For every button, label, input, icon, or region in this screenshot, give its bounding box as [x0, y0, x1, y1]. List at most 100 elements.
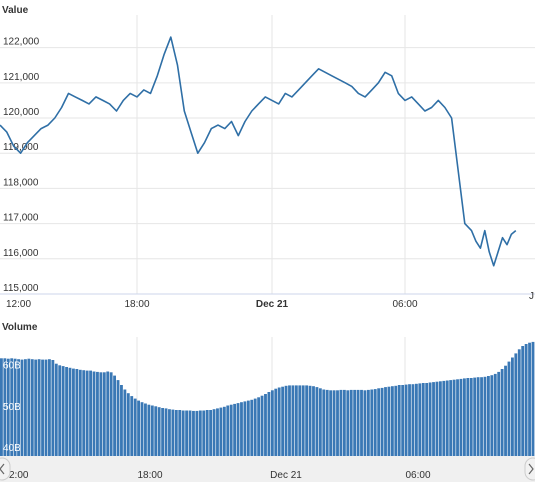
volume-bar [336, 390, 339, 456]
volume-x-tick-label: 06:00 [405, 470, 430, 481]
volume-bar [178, 410, 182, 456]
volume-bar [17, 359, 20, 456]
volume-bar [469, 378, 473, 456]
volume-bar [514, 353, 518, 456]
volume-bar [106, 371, 110, 456]
volume-bar [459, 378, 463, 456]
volume-bar [308, 385, 312, 456]
value-y-tick-label: 116,000 [3, 248, 39, 259]
volume-bar [147, 404, 151, 456]
value-x-edge-label: J [529, 291, 534, 302]
value-y-tick-label: 119,000 [3, 142, 39, 153]
value-gridlines [0, 47, 535, 295]
volume-bar [109, 372, 113, 456]
volume-bar [531, 341, 535, 456]
volume-bar [425, 383, 429, 456]
volume-bar [315, 387, 319, 456]
volume-y-tick-label: 40B [3, 443, 21, 454]
value-x-tick-label: 12:00 [6, 299, 31, 310]
volume-bar [233, 403, 237, 456]
volume-bar [349, 389, 353, 456]
volume-bar [473, 377, 477, 456]
volume-bar [267, 392, 271, 456]
navigator-track[interactable] [0, 456, 535, 482]
volume-bar [274, 388, 278, 456]
volume-bar [428, 382, 432, 456]
volume-bar [528, 342, 531, 456]
volume-chart-title: Volume [2, 322, 38, 333]
volume-bar [432, 382, 435, 456]
volume-bar [301, 385, 305, 456]
volume-bar [298, 385, 302, 456]
volume-bar [72, 368, 75, 456]
volume-bar [466, 378, 470, 456]
volume-bar [85, 370, 89, 456]
value-y-tick-label: 121,000 [3, 72, 40, 83]
volume-bar [462, 378, 466, 456]
volume-bar [102, 372, 106, 456]
volume-bar [195, 410, 199, 456]
navigator-left-handle[interactable] [0, 457, 11, 481]
volume-bar [517, 349, 521, 456]
volume-bar [452, 379, 456, 456]
volume-bar [13, 358, 17, 456]
volume-bar [116, 380, 120, 456]
value-y-tick-label: 115,000 [3, 283, 39, 294]
value-y-tick-label: 118,000 [3, 177, 39, 188]
volume-bar [342, 389, 346, 456]
volume-bar [408, 384, 411, 456]
value-x-tick-label: Dec 21 [256, 299, 289, 310]
volume-bar [92, 371, 96, 456]
volume-bar [490, 375, 494, 456]
value-y-tick-label: 120,000 [3, 107, 40, 118]
value-x-axis-ticks: 12:00 18:00 Dec 21 06:00 [6, 299, 418, 310]
volume-bar [411, 384, 415, 456]
volume-bar [219, 407, 223, 456]
volume-bar [198, 410, 202, 456]
volume-bar [363, 390, 367, 456]
volume-bar [476, 377, 480, 456]
volume-bar [394, 385, 398, 456]
volume-bar [82, 370, 86, 456]
volume-bar [44, 359, 48, 456]
volume-bar [161, 408, 165, 456]
volume-bar [27, 358, 31, 456]
volume-bar [30, 359, 34, 456]
volume-bar [96, 371, 99, 456]
volume-bar [253, 398, 257, 456]
volume-bar [157, 407, 161, 456]
volume-bar [3, 358, 7, 456]
volume-bar [418, 383, 422, 456]
volume-bar [445, 380, 449, 456]
volume-bar [332, 390, 336, 456]
volume-bar [6, 358, 10, 456]
volume-bar [181, 410, 185, 456]
volume-bar [188, 410, 192, 456]
volume-bar [277, 387, 281, 456]
volume-bar [397, 385, 401, 456]
volume-bar [387, 386, 391, 456]
volume-bar [174, 410, 178, 456]
navigator-right-handle[interactable] [524, 457, 535, 481]
volume-bar [442, 380, 446, 456]
volume-bar [356, 389, 360, 456]
volume-bar [318, 388, 322, 456]
volume-bar [288, 385, 291, 456]
volume-bar [58, 365, 62, 456]
value-series-line [0, 36, 517, 267]
chevron-left-icon [0, 463, 5, 475]
volume-bar [61, 366, 65, 456]
volume-bar [421, 383, 425, 456]
volume-bar [414, 383, 418, 456]
value-y-axis-ticks: 115,000 116,000 117,000 118,000 119,000 120,0… [3, 37, 40, 294]
volume-bar [10, 358, 14, 456]
volume-bar [68, 367, 72, 456]
volume-bar [497, 371, 501, 456]
volume-bar [222, 406, 226, 456]
volume-bar [209, 410, 213, 456]
volume-bar [154, 406, 158, 456]
volume-bar [20, 359, 24, 456]
volume-bar [65, 367, 68, 456]
volume-y-tick-label: 50B [3, 402, 21, 413]
